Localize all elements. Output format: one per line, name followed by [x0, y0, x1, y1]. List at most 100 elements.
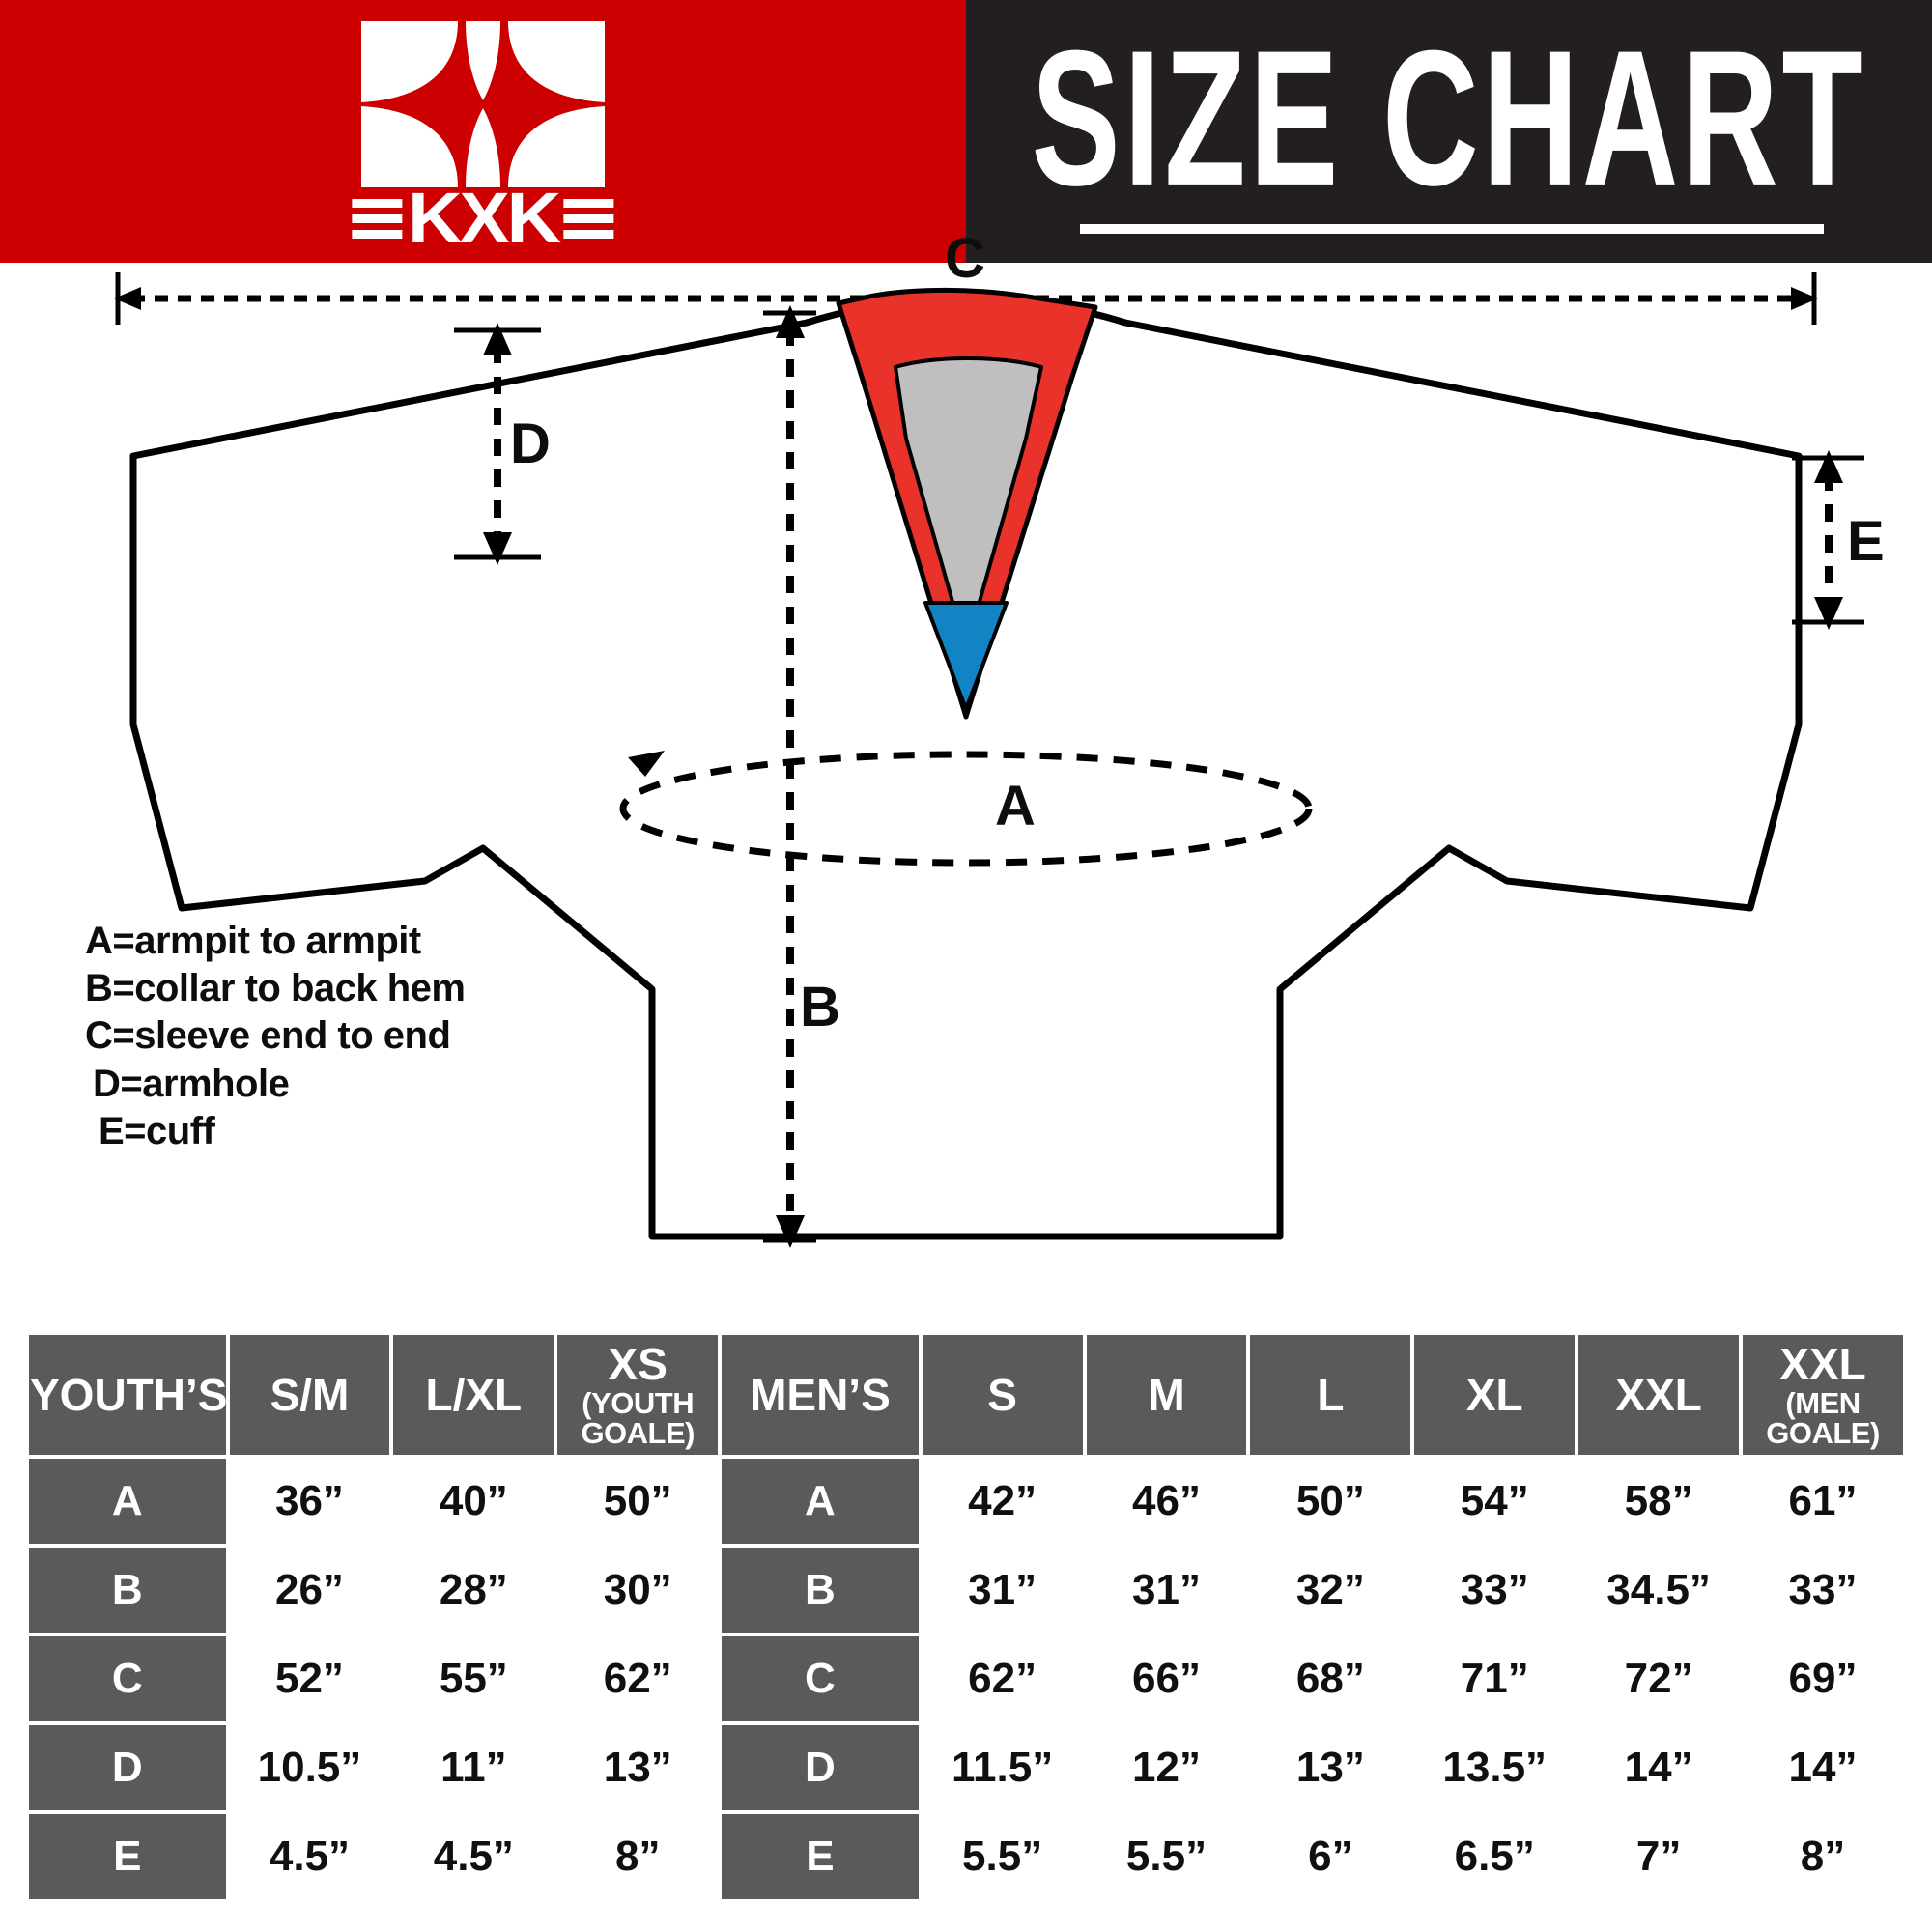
cell-youth-b-sm: 26”	[229, 1548, 390, 1633]
cell-men-d-xl: 13.5”	[1414, 1725, 1576, 1810]
cell-youth-e-sm: 4.5”	[229, 1814, 390, 1899]
legend-line-e: E=cuff	[99, 1109, 215, 1152]
table-row: C 52” 55” 62” C 62” 66” 68” 71” 72” 69”	[29, 1636, 1903, 1721]
cell-youth-b-lxl: 28”	[393, 1548, 554, 1633]
header-xl: XL	[1414, 1335, 1576, 1455]
row-label-men-e: E	[722, 1814, 919, 1899]
header-xs-main: XS	[608, 1339, 668, 1390]
table-row: D 10.5” 11” 13” D 11.5” 12” 13” 13.5” 14…	[29, 1725, 1903, 1810]
header-xxl: XXL	[1578, 1335, 1740, 1455]
dimension-b	[763, 305, 816, 1248]
page-title: SIZE CHART	[1031, 10, 1867, 226]
cell-men-c-xxlg: 69”	[1743, 1636, 1903, 1721]
dimension-b-label: B	[800, 976, 840, 1038]
header-xs-youth-goalie: XS (YOUTH GOALE)	[557, 1335, 719, 1455]
cell-men-e-m: 5.5”	[1086, 1814, 1247, 1899]
row-label-men-d: D	[722, 1725, 919, 1810]
cell-youth-c-xs: 62”	[557, 1636, 719, 1721]
table-header-row: YOUTH’S S/M L/XL XS (YOUTH GOALE) MEN’S …	[29, 1335, 1903, 1455]
dimension-e-label: E	[1847, 510, 1885, 573]
cell-men-e-xxlg: 8”	[1743, 1814, 1903, 1899]
cell-youth-a-xs: 50”	[557, 1459, 719, 1544]
row-label-youth-e: E	[29, 1814, 226, 1899]
cell-men-c-l: 68”	[1250, 1636, 1411, 1721]
cell-men-b-xxl: 34.5”	[1578, 1548, 1740, 1633]
cell-youth-e-xs: 8”	[557, 1814, 719, 1899]
row-label-men-c: C	[722, 1636, 919, 1721]
header-xxl-men-goalie: XXL (MEN GOALE)	[1743, 1335, 1903, 1455]
row-label-men-b: B	[722, 1548, 919, 1633]
cell-men-d-s: 11.5”	[922, 1725, 1083, 1810]
kxk-mark-icon	[357, 17, 609, 191]
header-m: M	[1086, 1335, 1247, 1455]
dimension-a	[619, 751, 1313, 867]
header-xxl-main: XXL	[1779, 1339, 1866, 1390]
cell-men-b-xxlg: 33”	[1743, 1548, 1903, 1633]
brand-wordmark: KXK	[352, 178, 614, 258]
measurement-legend: A=armpit to armpit B=collar to back hem …	[85, 918, 626, 1155]
size-table-wrapper: YOUTH’S S/M L/XL XS (YOUTH GOALE) MEN’S …	[25, 1331, 1907, 1903]
header-xxl-sub: (MEN GOALE)	[1766, 1385, 1880, 1451]
title-underline	[1080, 224, 1824, 234]
cell-men-e-xxl: 7”	[1578, 1814, 1740, 1899]
dimension-e	[1792, 450, 1864, 630]
left-bars-icon	[352, 198, 403, 239]
header-title-panel: SIZE CHART	[966, 0, 1932, 263]
row-label-youth-c: C	[29, 1636, 226, 1721]
header-s: S	[922, 1335, 1083, 1455]
cell-youth-a-lxl: 40”	[393, 1459, 554, 1544]
legend-line-d: D=armhole	[93, 1062, 290, 1105]
page-header: KXK SIZE CHART	[0, 0, 1932, 263]
legend-line-b: B=collar to back hem	[85, 967, 466, 1010]
cell-men-a-xxlg: 61”	[1743, 1459, 1903, 1544]
table-row: E 4.5” 4.5” 8” E 5.5” 5.5” 6” 6.5” 7” 8”	[29, 1814, 1903, 1899]
cell-men-e-s: 5.5”	[922, 1814, 1083, 1899]
cell-men-d-l: 13”	[1250, 1725, 1411, 1810]
cell-youth-a-sm: 36”	[229, 1459, 390, 1544]
row-label-men-a: A	[722, 1459, 919, 1544]
table-body: A 36” 40” 50” A 42” 46” 50” 54” 58” 61” …	[29, 1459, 1903, 1899]
dimension-d	[454, 323, 541, 565]
brand-logo: KXK	[328, 17, 638, 258]
cell-men-b-m: 31”	[1086, 1548, 1247, 1633]
cell-men-a-m: 46”	[1086, 1459, 1247, 1544]
dimension-c-label: C	[945, 263, 985, 270]
cell-men-d-xxl: 14”	[1578, 1725, 1740, 1810]
dimension-d-label: D	[510, 412, 551, 475]
row-label-youth-d: D	[29, 1725, 226, 1810]
cell-youth-d-xs: 13”	[557, 1725, 719, 1810]
cell-youth-b-xs: 30”	[557, 1548, 719, 1633]
cell-men-a-xl: 54”	[1414, 1459, 1576, 1544]
table-row: B 26” 28” 30” B 31” 31” 32” 33” 34.5” 33…	[29, 1548, 1903, 1633]
cell-youth-c-lxl: 55”	[393, 1636, 554, 1721]
size-table: YOUTH’S S/M L/XL XS (YOUTH GOALE) MEN’S …	[25, 1331, 1907, 1903]
cell-men-c-xxl: 72”	[1578, 1636, 1740, 1721]
cell-men-b-xl: 33”	[1414, 1548, 1576, 1633]
legend-line-c: C=sleeve end to end	[85, 1014, 451, 1058]
row-label-youth-a: A	[29, 1459, 226, 1544]
cell-men-d-m: 12”	[1086, 1725, 1247, 1810]
cell-youth-c-sm: 52”	[229, 1636, 390, 1721]
header-mens: MEN’S	[722, 1335, 919, 1455]
jersey-diagram: D E B A C C	[0, 227, 1932, 1316]
dimension-a-arrowhead	[628, 751, 665, 777]
cell-youth-e-lxl: 4.5”	[393, 1814, 554, 1899]
header-sm: S/M	[229, 1335, 390, 1455]
header-lxl: L/XL	[393, 1335, 554, 1455]
cell-men-b-s: 31”	[922, 1548, 1083, 1633]
header-brand-panel: KXK	[0, 0, 966, 263]
jersey-collar	[836, 287, 1098, 720]
cell-men-a-xxl: 58”	[1578, 1459, 1740, 1544]
dimension-c-label-text: C	[945, 227, 985, 290]
cell-youth-d-sm: 10.5”	[229, 1725, 390, 1810]
cell-men-c-s: 62”	[922, 1636, 1083, 1721]
header-xs-sub: (YOUTH GOALE)	[581, 1385, 695, 1451]
brand-name: KXK	[407, 178, 561, 258]
row-label-youth-b: B	[29, 1548, 226, 1633]
cell-men-e-l: 6”	[1250, 1814, 1411, 1899]
cell-men-a-s: 42”	[922, 1459, 1083, 1544]
cell-youth-d-lxl: 11”	[393, 1725, 554, 1810]
cell-men-d-xxlg: 14”	[1743, 1725, 1903, 1810]
cell-men-a-l: 50”	[1250, 1459, 1411, 1544]
cell-men-b-l: 32”	[1250, 1548, 1411, 1633]
